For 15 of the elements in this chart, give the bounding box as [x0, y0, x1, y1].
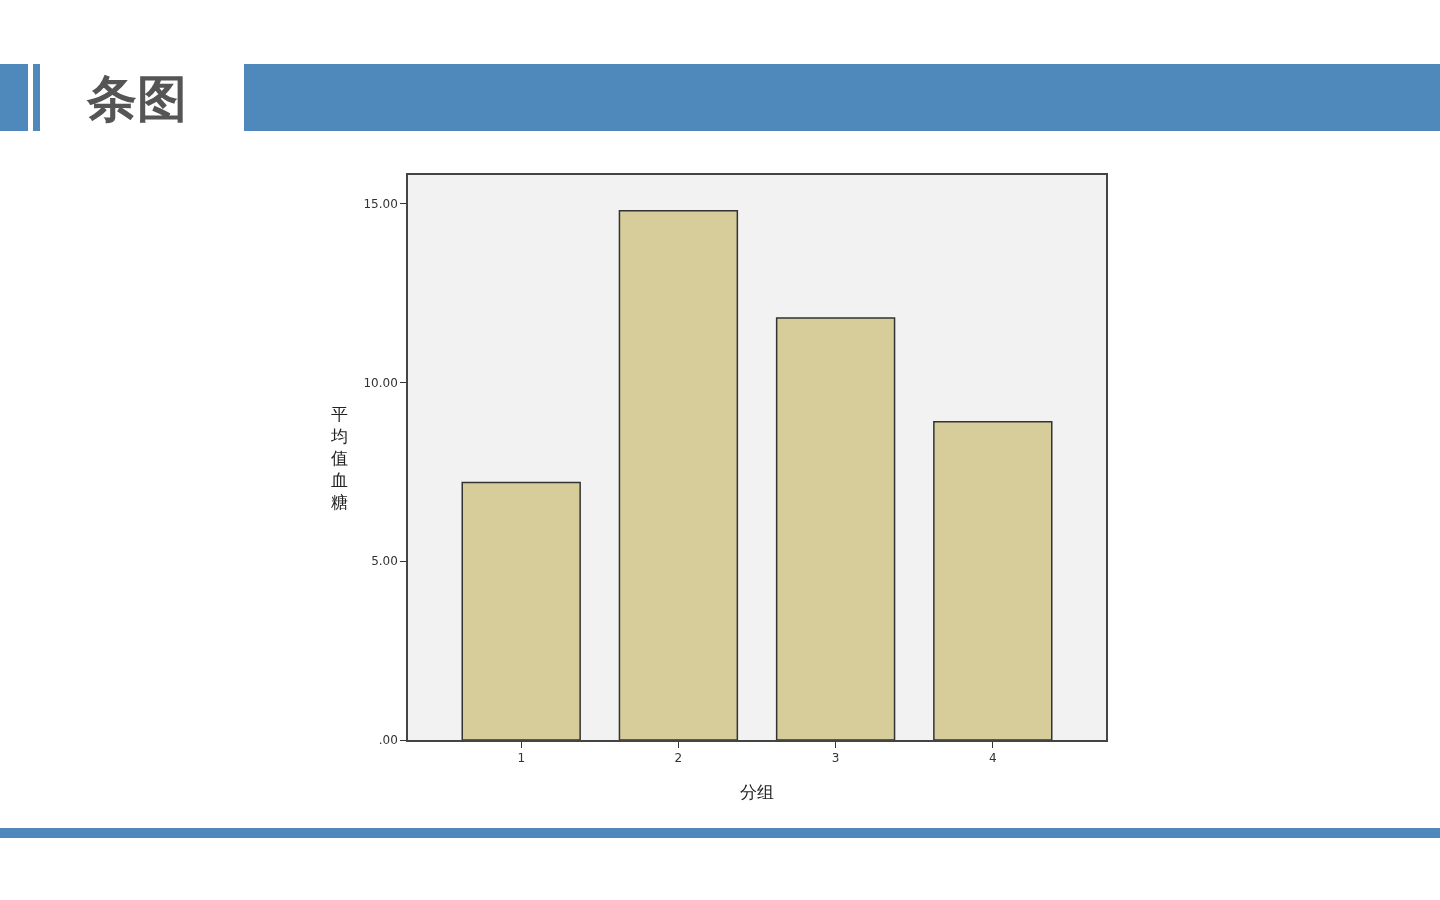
- y-axis-title: 平均值血糖: [330, 404, 348, 513]
- y-tick-label: 10.00: [363, 375, 398, 390]
- bar: [775, 317, 896, 740]
- y-tick-label: .00: [378, 733, 398, 748]
- x-tick-label: 2: [674, 751, 683, 766]
- x-tick-label: 1: [517, 751, 526, 766]
- x-tick-label: 4: [988, 751, 997, 766]
- bar: [933, 420, 1053, 740]
- x-axis-title: 分组: [740, 782, 774, 803]
- y-tick-label: 15.00: [363, 196, 398, 211]
- y-tick-label: 5.00: [371, 554, 398, 569]
- bar: [461, 481, 581, 740]
- bar: [618, 210, 739, 740]
- chart-title: 条图: [86, 69, 187, 128]
- x-tick-label: 3: [831, 751, 840, 766]
